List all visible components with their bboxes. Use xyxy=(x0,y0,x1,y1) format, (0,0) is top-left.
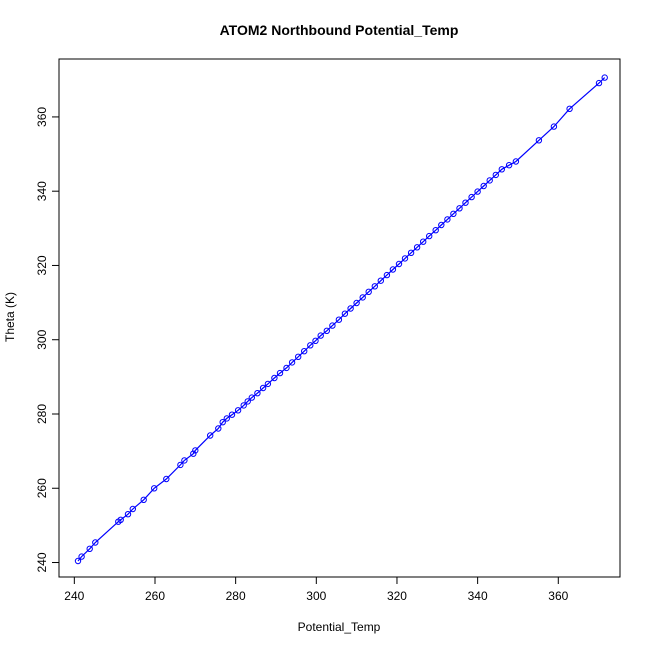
data-point xyxy=(129,505,137,513)
data-point xyxy=(341,310,349,317)
data-point xyxy=(271,374,278,382)
plot-area-frame xyxy=(58,58,621,578)
data-point xyxy=(480,182,487,190)
data-point xyxy=(359,294,366,301)
data-point xyxy=(401,255,409,262)
x-tick-label: 260 xyxy=(145,589,165,603)
data-point xyxy=(535,137,543,144)
data-point xyxy=(438,221,445,229)
data-point xyxy=(383,271,391,279)
data-point xyxy=(566,105,573,113)
data-point xyxy=(550,123,558,130)
data-point xyxy=(307,342,314,349)
data-point xyxy=(86,545,93,552)
data-point xyxy=(365,288,372,295)
data-point xyxy=(498,166,505,173)
data-point xyxy=(377,277,384,284)
data-point xyxy=(468,193,475,201)
data-point xyxy=(456,205,463,212)
data-point xyxy=(117,516,124,523)
y-axis: 240 260 280 300 320 340 360 xyxy=(35,107,60,573)
data-point xyxy=(207,432,214,439)
data-point xyxy=(215,425,222,432)
data-point xyxy=(74,557,82,565)
data-point xyxy=(181,457,188,464)
data-point xyxy=(234,407,242,414)
data-point xyxy=(347,305,354,312)
y-tick-label: 240 xyxy=(35,552,49,572)
series-line xyxy=(77,77,606,562)
x-tick-label: 320 xyxy=(387,589,407,603)
y-tick-label: 260 xyxy=(35,478,49,498)
data-point xyxy=(601,74,608,81)
data-point xyxy=(353,299,360,307)
data-point xyxy=(140,496,147,503)
data-point xyxy=(492,171,499,179)
x-axis: 240 260 280 300 320 340 360 xyxy=(64,576,569,603)
x-tick-label: 340 xyxy=(468,589,488,603)
data-point xyxy=(413,244,421,251)
data-point xyxy=(444,216,451,223)
data-point xyxy=(312,337,319,344)
data-point xyxy=(223,415,231,422)
data-point xyxy=(595,79,603,87)
data-point xyxy=(228,411,236,418)
data-point xyxy=(259,384,267,392)
data-point xyxy=(505,162,513,169)
data-point xyxy=(190,450,197,457)
data-point xyxy=(420,238,427,245)
data-point xyxy=(389,266,397,273)
x-tick-label: 300 xyxy=(306,589,326,603)
x-tick-label: 360 xyxy=(548,589,568,603)
data-point xyxy=(177,461,184,469)
data-point xyxy=(335,316,343,323)
x-tick-label: 280 xyxy=(226,589,246,603)
y-tick-label: 300 xyxy=(35,329,49,349)
data-point xyxy=(78,553,85,560)
data-point xyxy=(432,227,439,234)
data-point xyxy=(426,232,433,240)
data-point xyxy=(244,398,251,405)
data-point xyxy=(283,364,290,372)
data-point xyxy=(288,359,296,366)
data-point xyxy=(163,475,170,483)
data-point xyxy=(450,210,457,218)
data-point xyxy=(474,188,481,195)
data-point xyxy=(264,380,272,388)
data-point xyxy=(301,348,308,355)
data-point xyxy=(295,353,302,360)
data-point xyxy=(512,158,520,165)
data-points xyxy=(74,74,608,565)
data-point xyxy=(219,419,226,426)
y-tick-label: 320 xyxy=(35,255,49,275)
data-point xyxy=(248,394,256,401)
data-point xyxy=(317,332,324,339)
data-point xyxy=(323,327,330,334)
y-tick-label: 340 xyxy=(35,181,49,201)
y-axis-label: Theta (K) xyxy=(3,292,17,342)
data-point xyxy=(192,447,199,454)
data-point xyxy=(407,249,415,257)
chart-title: ATOM2 Northbound Potential_Temp xyxy=(220,22,459,38)
data-point xyxy=(254,390,261,397)
y-tick-label: 360 xyxy=(35,107,49,127)
x-tick-label: 240 xyxy=(64,589,84,603)
data-point xyxy=(462,199,469,206)
data-point xyxy=(151,485,158,492)
x-axis-label: Potential_Temp xyxy=(298,620,381,634)
y-tick-label: 280 xyxy=(35,404,49,424)
data-point xyxy=(276,369,284,377)
data-point xyxy=(371,283,378,290)
data-point xyxy=(92,539,99,546)
data-point xyxy=(329,322,336,329)
data-point xyxy=(124,511,132,518)
data-point xyxy=(395,260,403,268)
data-point xyxy=(240,402,247,409)
data-point xyxy=(486,177,493,184)
